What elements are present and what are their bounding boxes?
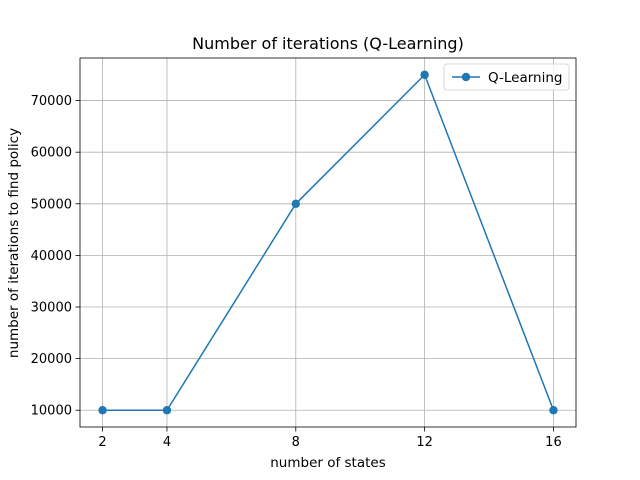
y-tick-label: 10000 [31,404,72,419]
x-tick-label: 8 [292,435,300,450]
legend: Q-Learning [443,63,570,91]
x-tick-label: 12 [416,435,433,450]
y-tick-label: 60000 [31,146,72,161]
y-tick-label: 20000 [31,352,72,367]
data-point [98,406,107,415]
series-line [101,74,555,412]
y-tick-label: 50000 [31,197,72,212]
plot-frame [79,57,577,428]
grid-layer [80,58,576,427]
data-point [291,199,300,208]
y-tick-label: 40000 [31,249,72,264]
y-tick-label: 70000 [31,94,72,109]
series-layer [98,70,558,415]
x-tick-label: 16 [545,435,562,450]
legend-box [443,63,570,91]
data-point [420,70,429,79]
y-tick-label: 30000 [31,301,72,316]
tick-layer: 2 4 8 12 16 10000 20000 30000 40000 50000 60000 700… [31,94,562,450]
legend-marker [461,72,471,82]
data-point [162,406,172,415]
y-axis-label: number of iterations to find policy [6,128,22,358]
legend-label: Q-Learning [488,70,562,86]
x-axis-label: number of states [270,455,386,471]
x-tick-label: 4 [163,435,171,450]
chart-title: Number of iterations (Q-Learning) [192,34,464,53]
data-point [549,406,558,415]
x-tick-label: 2 [98,435,106,450]
axes [79,57,577,428]
